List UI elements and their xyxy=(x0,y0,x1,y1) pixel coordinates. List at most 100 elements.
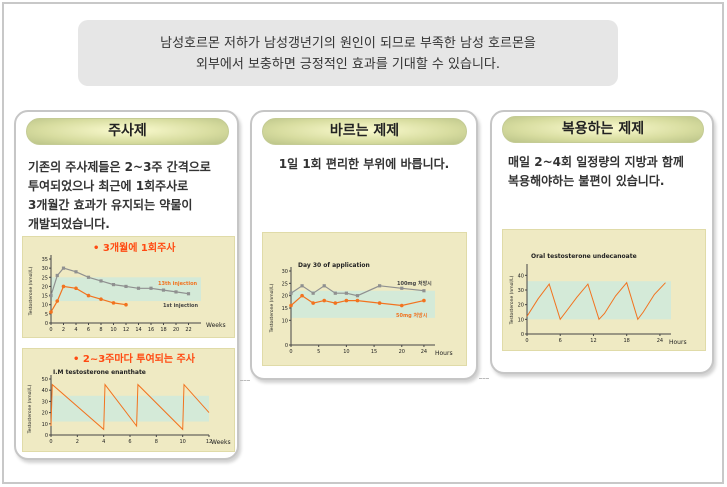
injection-panel: 주사제 기존의 주사제들은 2~3주 간격으로 투여되었으나 최근에 1회주사로… xyxy=(14,110,239,460)
x-tick-label: 10 xyxy=(343,349,349,355)
y-tick-label: 20 xyxy=(518,303,524,309)
data-point xyxy=(61,284,66,289)
y-tick-label: 40 xyxy=(518,273,524,279)
x-tick-label: 4 xyxy=(102,439,105,445)
chart-headline: • 3개월에 1회주사 xyxy=(93,241,176,254)
x-tick-label: 6 xyxy=(128,439,131,445)
data-point xyxy=(322,298,327,303)
data-point xyxy=(86,275,91,279)
data-point xyxy=(136,286,141,290)
data-point xyxy=(161,288,166,292)
injection-desc-line: 3개월간 효과가 유지되는 약물이 xyxy=(28,198,193,212)
data-point xyxy=(311,291,315,295)
y-tick-label: 0 xyxy=(45,321,48,327)
x-tick-label: 12 xyxy=(206,439,212,445)
series-label: 1st injection xyxy=(163,303,198,309)
x-tick-label: 2 xyxy=(62,327,65,333)
data-point xyxy=(300,284,304,288)
gel-panel: 바르는 제제 1일 1회 편리한 부위에 바릅니다. 0 10 15 20 25 30 0 5… xyxy=(250,110,478,380)
intro-line-2: 외부에서 보충하면 긍정적인 효과를 기대할 수 있습니다. xyxy=(195,57,500,72)
y-tick-label: 30 xyxy=(282,269,288,275)
y-tick-label: 30 xyxy=(42,399,48,405)
series-line xyxy=(290,294,425,307)
injection-description: 기존의 주사제들은 2~3주 간격으로 투여되었으나 최근에 1회주사로 3개월… xyxy=(28,158,238,234)
y-tick-label: 5 xyxy=(45,312,48,318)
data-point xyxy=(49,293,53,298)
data-point xyxy=(344,291,348,295)
series-line xyxy=(290,285,424,297)
y-tick-label: 10 xyxy=(42,422,48,428)
data-point xyxy=(355,294,360,298)
data-point xyxy=(149,286,153,290)
oral-description: 매일 2~4회 일정량의 지방과 함께 복용해야하는 불편이 있습니다. xyxy=(508,153,713,191)
y-tick-label: 35 xyxy=(42,257,48,263)
x-tick-label: 12 xyxy=(590,338,596,344)
y-axis-label: Testosterone (nmol/L) xyxy=(269,283,275,333)
data-point xyxy=(289,291,293,295)
chart-headline: • 2~3주마다 투여되는 주사 xyxy=(73,352,196,365)
y-tick-label: 40 xyxy=(42,388,48,394)
oral-desc-line: 매일 2~4회 일정량의 지방과 함께 xyxy=(508,155,684,169)
chart-gel-svg: 0 10 15 20 25 30 0 5 10 15 20 24 Hours Testosterone (… xyxy=(269,262,453,357)
x-tick-label: 8 xyxy=(99,327,102,333)
y-tick-label: 0 xyxy=(285,343,288,349)
y-tick-label: 20 xyxy=(282,294,288,300)
injection-desc-line: 투여되었으나 최근에 1회주사로 xyxy=(28,179,189,193)
normal-range-band xyxy=(527,281,671,320)
y-tick-label: 25 xyxy=(42,275,48,281)
y-tick-label: 10 xyxy=(42,303,48,309)
x-tick-label: 15 xyxy=(371,349,377,355)
data-point xyxy=(124,302,128,307)
y-tick-label: 15 xyxy=(42,294,48,300)
data-point xyxy=(400,286,404,290)
data-point xyxy=(111,283,116,287)
gel-description: 1일 1회 편리한 부위에 바릅니다. xyxy=(252,155,476,174)
x-tick-label: 14 xyxy=(135,327,141,333)
series-line xyxy=(526,281,666,321)
data-point xyxy=(55,273,59,278)
x-tick-label: 16 xyxy=(148,327,154,333)
chart-subtitle: I.M testosterone enanthate xyxy=(53,369,146,376)
x-tick-label: 5 xyxy=(317,349,320,355)
chart-injection-3month: 0 5 10 15 20 25 30 35 0 2 4 6 8 10 12 14 16 18 20 22 Weeks Te… xyxy=(22,236,235,338)
x-tick-label: 0 xyxy=(525,338,528,344)
data-point xyxy=(99,279,103,283)
x-tick-label: 20 xyxy=(399,349,405,355)
data-point xyxy=(186,292,191,296)
intro-line-1: 남성호르몬 저하가 남성갱년기의 원인이 되므로 부족한 남성 호르몬을 xyxy=(160,36,536,51)
data-point xyxy=(300,293,304,298)
gel-title: 바르는 제제 xyxy=(262,118,467,145)
series-line xyxy=(50,285,127,313)
x-tick-label: 12 xyxy=(123,327,129,333)
x-tick-label: 6 xyxy=(559,338,562,344)
data-point xyxy=(422,298,426,303)
x-tick-label: 20 xyxy=(173,327,179,333)
connector-dash xyxy=(240,380,250,381)
oral-title: 복용하는 제제 xyxy=(502,116,704,143)
y-tick-label: 30 xyxy=(518,288,524,294)
x-tick-label: 18 xyxy=(624,338,630,344)
x-axis-unit: Weeks xyxy=(206,322,226,329)
normal-range-band xyxy=(291,290,435,318)
x-tick-label: 4 xyxy=(74,327,77,333)
data-point xyxy=(377,301,382,305)
data-point xyxy=(174,290,178,294)
y-tick-label: 0 xyxy=(45,433,48,439)
y-tick-label: 10 xyxy=(518,317,524,323)
data-point xyxy=(74,270,78,274)
series-line xyxy=(50,383,210,431)
x-axis-unit: Hours xyxy=(435,350,453,357)
data-point xyxy=(422,289,426,293)
x-tick-label: 2 xyxy=(76,439,79,445)
oral-desc-line: 복용해야하는 불편이 있습니다. xyxy=(508,174,665,188)
data-point xyxy=(111,301,116,305)
series-label: 50mg 처방시 xyxy=(396,312,428,319)
intro-box: 남성호르몬 저하가 남성갱년기의 원인이 되므로 부족한 남성 호르몬을 외부에… xyxy=(78,20,618,86)
x-tick-label: 0 xyxy=(49,439,52,445)
data-point xyxy=(61,266,66,270)
injection-title: 주사제 xyxy=(26,118,229,145)
x-axis-unit: Hours xyxy=(669,339,687,346)
data-point xyxy=(322,284,326,288)
data-point xyxy=(74,286,78,291)
